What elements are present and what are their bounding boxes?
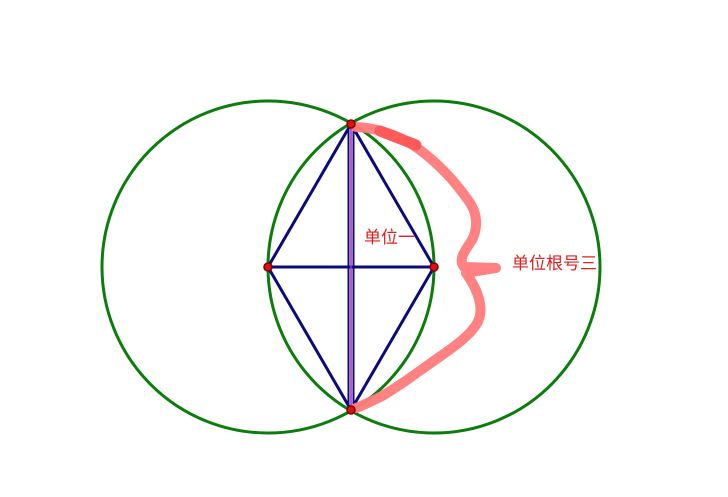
rhombus-edge-bottom-left bbox=[266, 265, 353, 412]
points bbox=[263, 119, 439, 415]
rhombus-edge-top-left bbox=[266, 122, 353, 269]
rhombus-edge-top-right bbox=[349, 122, 436, 269]
point-left-center bbox=[263, 262, 273, 272]
point-right-center bbox=[429, 262, 439, 272]
label-segment-root-three: 单位根号三 bbox=[512, 254, 597, 274]
point-top bbox=[346, 119, 356, 129]
label-segment-one: 单位一 bbox=[364, 228, 415, 248]
root-three-brace bbox=[351, 122, 501, 413]
brace-start-stroke bbox=[374, 125, 422, 151]
point-bottom bbox=[346, 405, 356, 415]
rhombus-edge-bottom-right bbox=[349, 265, 436, 412]
rhombus bbox=[266, 122, 436, 412]
vertical-diagonal bbox=[347, 124, 355, 410]
